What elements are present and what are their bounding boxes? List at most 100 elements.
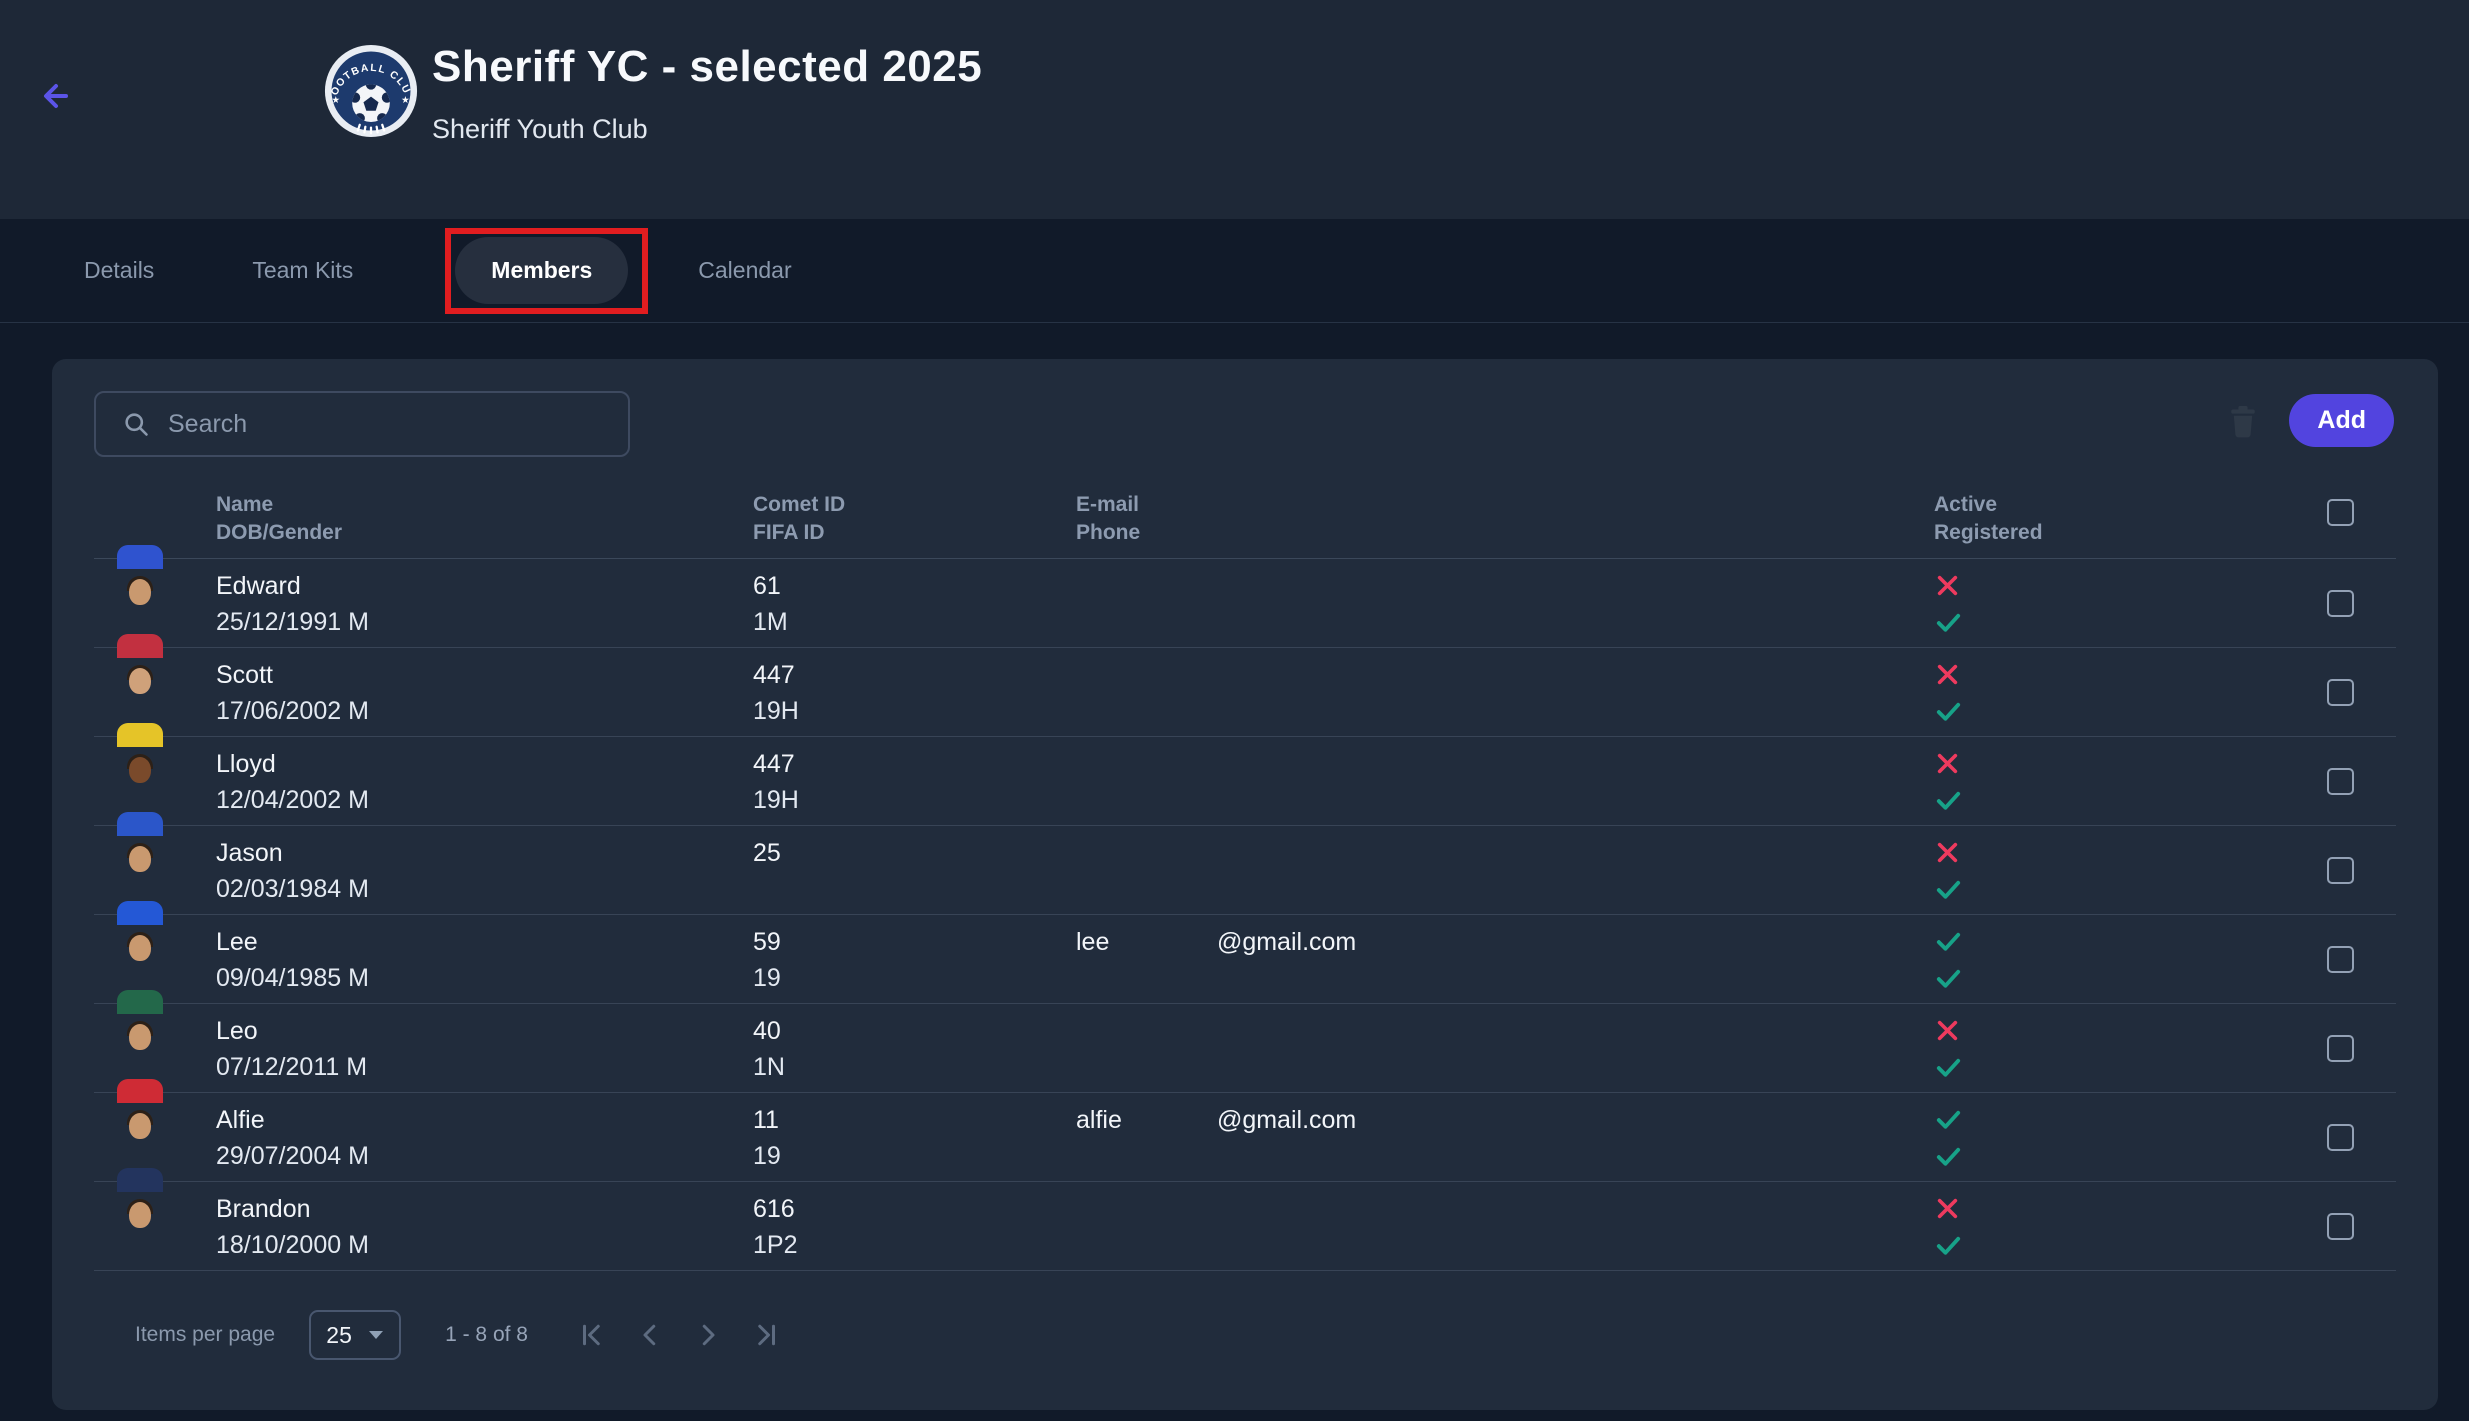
select-all-checkbox[interactable]	[2327, 499, 2354, 526]
next-page-icon[interactable]	[688, 1315, 728, 1355]
svg-text:★: ★	[332, 94, 340, 105]
email-domain: @gmail.com	[1216, 1106, 1357, 1134]
registered-slot	[1934, 1227, 1963, 1264]
member-dob-gender: 07/12/2011 M	[216, 1053, 368, 1081]
comet-cell: 59 19	[753, 927, 781, 994]
email-user: lee	[1076, 928, 1110, 956]
cross-icon	[1937, 1020, 1958, 1041]
member-name: Jason	[216, 839, 283, 867]
row-checkbox[interactable]	[2327, 1213, 2354, 1240]
table-row[interactable]: Lloyd 12/04/2002 M 447 19H	[94, 723, 2396, 826]
page-range-label: 1 - 8 of 8	[445, 1323, 528, 1346]
member-name: Lloyd	[216, 750, 276, 778]
active-slot	[1934, 567, 1963, 604]
row-checkbox[interactable]	[2327, 768, 2354, 795]
fifa-id: 1P2	[753, 1231, 798, 1259]
email-cell	[1076, 660, 1210, 691]
name-cell: Scott 17/06/2002 M	[216, 660, 369, 727]
comet-id: 40	[753, 1017, 781, 1045]
status-cell	[1934, 834, 1963, 908]
member-name: Brandon	[216, 1195, 311, 1223]
comet-id: 61	[753, 572, 781, 600]
row-checkbox[interactable]	[2327, 1124, 2354, 1151]
fifa-id: 19H	[753, 697, 799, 725]
table-row[interactable]: Alfie 29/07/2004 M 11 19 alfie @gmail.co…	[94, 1079, 2396, 1182]
active-slot	[1934, 745, 1963, 782]
table-row[interactable]: Edward 25/12/1991 M 61 1M	[94, 545, 2396, 648]
row-checkbox[interactable]	[2327, 946, 2354, 973]
row-checkbox-wrap	[2327, 1035, 2354, 1067]
registered-slot	[1934, 693, 1963, 730]
email-cell	[1076, 1016, 1210, 1047]
check-icon	[1936, 932, 1961, 951]
items-per-page-label: Items per page	[135, 1323, 276, 1346]
row-checkbox-wrap	[2327, 1124, 2354, 1156]
status-cell	[1934, 656, 1963, 730]
fifa-id: 19	[753, 964, 781, 992]
check-icon	[1936, 969, 1961, 988]
row-checkbox-wrap	[2327, 946, 2354, 978]
tab-bar: Details Team Kits Members Calendar	[0, 219, 2469, 323]
last-page-icon[interactable]	[746, 1315, 786, 1355]
table-row[interactable]: Jason 02/03/1984 M 25	[94, 812, 2396, 915]
tab-members[interactable]: Members	[455, 237, 629, 304]
email-user: alfie	[1076, 1106, 1122, 1134]
table-row[interactable]: Brandon 18/10/2000 M 616 1P2	[94, 1168, 2396, 1271]
comet-id: 616	[753, 1195, 795, 1223]
name-cell: Brandon 18/10/2000 M	[216, 1194, 369, 1261]
member-rows: Edward 25/12/1991 M 61 1M	[94, 545, 2396, 1271]
page-size-value: 25	[326, 1321, 352, 1348]
fifa-id: 19H	[753, 786, 799, 814]
email-cell: alfie @gmail.com	[1076, 1105, 1356, 1136]
row-checkbox[interactable]	[2327, 679, 2354, 706]
page-title: Sheriff YC - selected 2025	[432, 42, 983, 91]
active-slot	[1934, 923, 1963, 960]
tab-team-kits[interactable]: Team Kits	[242, 257, 363, 284]
tab-calendar[interactable]: Calendar	[688, 257, 801, 284]
table-row[interactable]: Leo 07/12/2011 M 40 1N	[94, 990, 2396, 1093]
cross-icon	[1937, 842, 1958, 863]
row-checkbox[interactable]	[2327, 857, 2354, 884]
name-cell: Jason 02/03/1984 M	[216, 838, 369, 905]
pager-buttons	[572, 1315, 786, 1355]
first-page-icon[interactable]	[572, 1315, 612, 1355]
comet-cell: 616 1P2	[753, 1194, 797, 1261]
row-checkbox[interactable]	[2327, 1035, 2354, 1062]
app-header: FOOTBALL CLUB ★ ★ She	[0, 0, 2469, 219]
col-header-active: Active Registered	[1934, 493, 2043, 544]
member-dob-gender: 17/06/2002 M	[216, 697, 369, 725]
active-slot	[1934, 1012, 1963, 1049]
table-row[interactable]: Lee 09/04/1985 M 59 19 lee @gmail.com	[94, 901, 2396, 1004]
check-icon	[1936, 1147, 1961, 1166]
previous-page-icon[interactable]	[630, 1315, 670, 1355]
page-size-select[interactable]: 25	[309, 1310, 402, 1360]
comet-cell: 447 19H	[753, 660, 799, 727]
cross-icon	[1937, 753, 1958, 774]
search-input[interactable]	[168, 409, 588, 439]
back-arrow-icon[interactable]	[36, 74, 80, 118]
add-button[interactable]: Add	[2289, 394, 2394, 447]
registered-slot	[1934, 871, 1963, 908]
registered-slot	[1934, 782, 1963, 819]
comet-cell: 61 1M	[753, 571, 788, 638]
row-checkbox-wrap	[2327, 857, 2354, 889]
comet-cell: 40 1N	[753, 1016, 785, 1083]
fifa-id: 1M	[753, 608, 788, 636]
row-checkbox[interactable]	[2327, 590, 2354, 617]
row-checkbox-wrap	[2327, 1213, 2354, 1245]
name-cell: Alfie 29/07/2004 M	[216, 1105, 369, 1172]
check-icon	[1936, 613, 1961, 632]
trash-icon[interactable]	[2227, 404, 2259, 438]
comet-id: 447	[753, 661, 795, 689]
table-row[interactable]: Scott 17/06/2002 M 447 19H	[94, 634, 2396, 737]
active-slot	[1934, 834, 1963, 871]
status-cell	[1934, 567, 1963, 641]
table-header-row: Name DOB/Gender Comet ID FIFA ID E-mail Pho…	[94, 477, 2396, 559]
comet-id: 25	[753, 839, 781, 867]
comet-cell: 447 19H	[753, 749, 799, 816]
check-icon	[1936, 880, 1961, 899]
check-icon	[1936, 1110, 1961, 1129]
pagination-bar: Items per page 25 1 - 8 of 8	[135, 1307, 786, 1363]
tab-details[interactable]: Details	[74, 257, 164, 284]
comet-cell: 25	[753, 838, 781, 874]
